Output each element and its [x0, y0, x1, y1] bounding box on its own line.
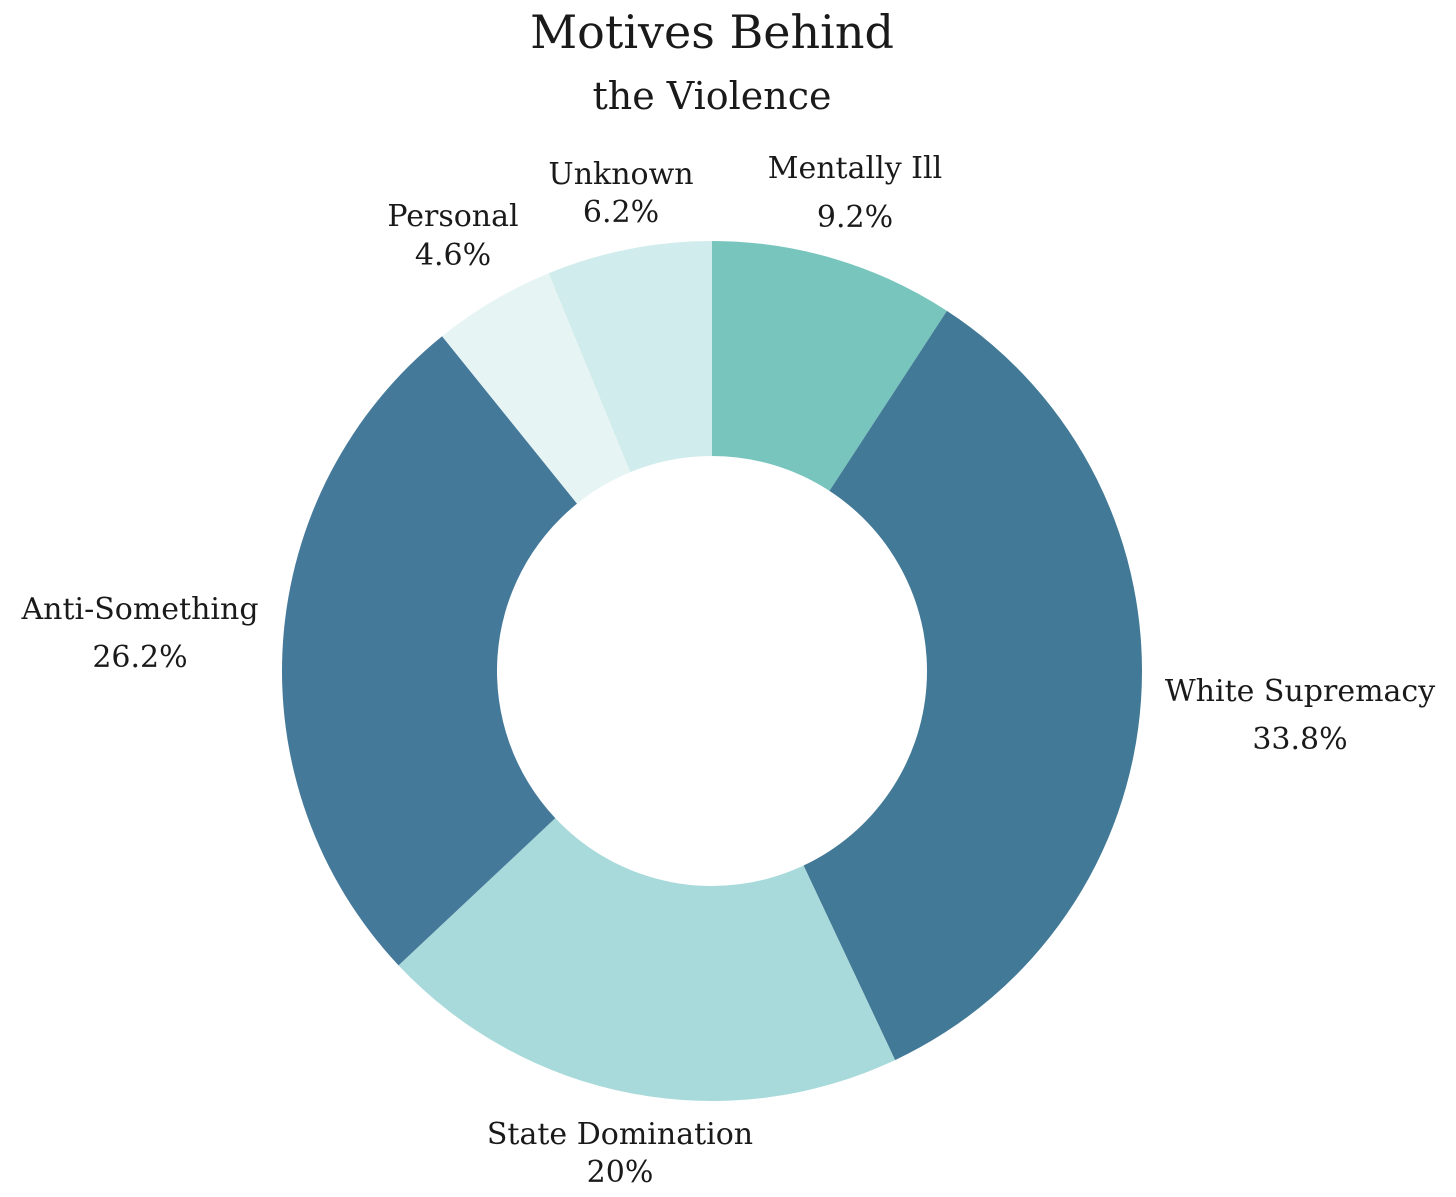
slice-label-white-supremacy: White Supremacy: [1165, 674, 1435, 709]
slice-label-unknown: Unknown: [548, 157, 693, 192]
slice-value-white-supremacy: 33.8%: [1252, 722, 1347, 757]
slice-label-personal: Personal: [387, 199, 518, 234]
slice-unknown: [548, 241, 712, 473]
slice-value-unknown: 6.2%: [583, 195, 659, 230]
slice-white-supremacy: [803, 310, 1142, 1061]
slice-mentally-ill: [712, 241, 947, 491]
slice-label-mentally-ill: Mentally Ill: [768, 151, 942, 186]
slice-label-anti-something: Anti-Something: [20, 592, 258, 627]
slice-state-domination: [398, 818, 896, 1101]
slice-personal: [442, 273, 631, 504]
slice-value-personal: 4.6%: [415, 238, 491, 273]
slice-value-anti-something: 26.2%: [92, 640, 187, 675]
chart-title: Motives Behind the Violence: [530, 5, 894, 118]
slice-value-mentally-ill: 9.2%: [817, 200, 893, 235]
slice-value-state-domination: 20%: [587, 1155, 654, 1190]
slice-label-state-domination: State Domination: [487, 1117, 753, 1152]
chart-title-line-2: the Violence: [592, 74, 831, 118]
donut-slices: [281, 241, 1142, 1101]
chart-title-line-1: Motives Behind: [530, 5, 894, 59]
donut-labels: Mentally Ill 9.2% White Supremacy 33.8% Stat…: [20, 151, 1435, 1190]
slice-anti-something: [281, 336, 578, 966]
